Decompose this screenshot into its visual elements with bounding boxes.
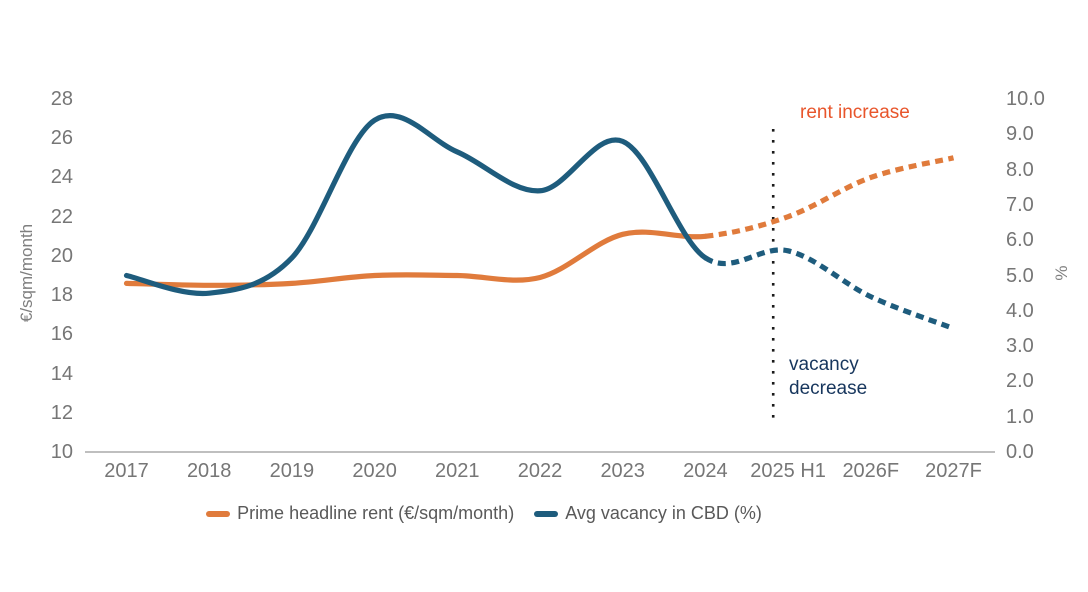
rent-line-swatch-icon — [206, 510, 231, 517]
x-axis-tick: 2018 — [186, 460, 232, 482]
right-axis-tick: 5.0 — [1006, 264, 1034, 287]
left-axis-tick: 12 — [50, 401, 73, 424]
left-axis-tick: 28 — [50, 88, 73, 110]
right-axis-tick: 1.0 — [1006, 405, 1034, 428]
right-axis-tick: 4.0 — [1006, 299, 1034, 322]
left-axis-tick: 18 — [50, 284, 73, 307]
left-axis-tick: 22 — [50, 205, 73, 228]
right-axis-tick: 10.0 — [1006, 88, 1045, 110]
vacancy-line-swatch-icon — [534, 510, 559, 517]
vacancy-legend-label: Avg vacancy in CBD (%) — [565, 503, 762, 523]
x-axis-tick: 2025 H1 — [750, 460, 826, 482]
right-axis-tick: 7.0 — [1006, 193, 1034, 216]
x-axis-tick: 2023 — [600, 460, 645, 482]
right-axis-tick: 2.0 — [1006, 370, 1034, 393]
rent-line-forecast-dotted — [705, 155, 955, 239]
rent-line-solid — [123, 229, 708, 288]
right-axis-tick: 6.0 — [1006, 229, 1034, 252]
x-axis-tick: 2024 — [683, 460, 728, 482]
x-axis-tick: 2021 — [435, 460, 480, 482]
x-axis-tick: 2020 — [352, 460, 397, 482]
left-axis-tick: 24 — [50, 166, 73, 189]
legend-item-vacancy: Avg vacancy in CBD (%) — [534, 503, 762, 524]
rent-legend-label: Prime headline rent (€/sqm/month) — [237, 503, 515, 523]
x-axis-tick: 2017 — [104, 460, 149, 482]
vacancy-decrease-annotation: vacancy decrease — [789, 354, 868, 399]
left-axis-title: €/sqm/month — [17, 223, 36, 323]
x-axis-tick: 2027F — [925, 460, 982, 482]
right-axis-tick: 3.0 — [1006, 335, 1034, 358]
right-axis-tick: 0.0 — [1006, 441, 1034, 463]
x-axis-tick: 2026F — [842, 460, 900, 482]
x-axis-tick: 2022 — [517, 460, 563, 482]
right-axis-tick: 9.0 — [1006, 123, 1034, 146]
vacancy-line-solid — [123, 112, 708, 297]
right-axis-tick: 8.0 — [1006, 158, 1034, 181]
left-axis-tick: 16 — [50, 323, 73, 346]
left-axis-tick: 10 — [50, 441, 73, 463]
left-axis-tick: 20 — [50, 244, 73, 267]
legend-item-rent: Prime headline rent (€/sqm/month) — [206, 503, 514, 524]
chart-legend: Prime headline rent (€/sqm/month) Avg va… — [0, 503, 1028, 524]
vacancy-line-forecast-dotted — [703, 247, 955, 331]
left-axis-tick: 26 — [50, 127, 73, 150]
x-axis-tick: 2019 — [269, 460, 315, 482]
rent-increase-annotation: rent increase — [800, 102, 910, 123]
right-axis-title: % — [1052, 265, 1071, 281]
left-axis-tick: 14 — [50, 362, 73, 385]
